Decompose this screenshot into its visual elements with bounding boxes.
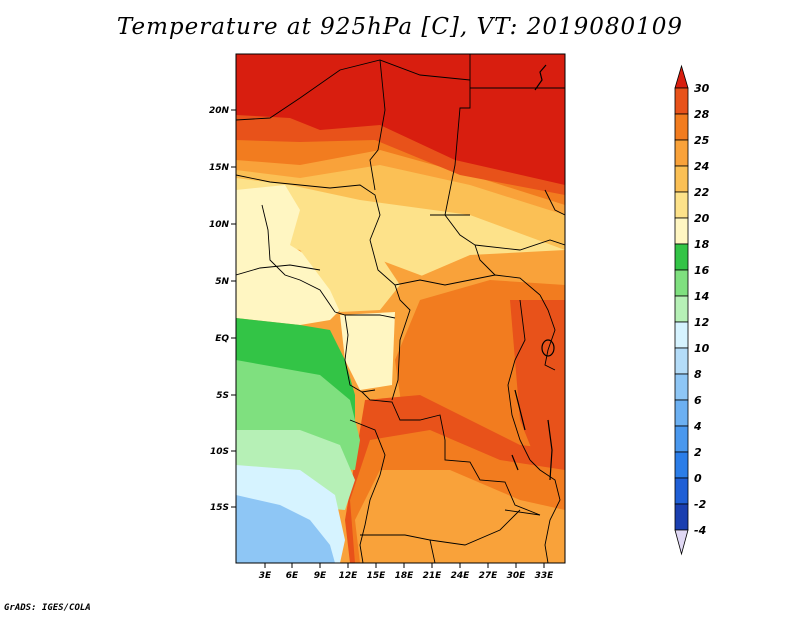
border-line [344, 314, 376, 393]
field-pale-yellow-west [236, 185, 350, 325]
latitude-axis: 20N 15N 10N 5N EQ 5S 10S 15S [209, 106, 236, 513]
border-line [529, 459, 561, 563]
colorbar-label: 24 [694, 160, 709, 173]
lon-label: 12E [339, 571, 359, 581]
lon-label: 27E [479, 571, 499, 581]
colorbar-swatch [674, 87, 689, 115]
colorbar-swatch [674, 503, 689, 531]
border-line [236, 59, 471, 121]
colorbar-swatch [674, 191, 689, 219]
colorbar-top-arrow [674, 64, 689, 89]
page-title: Temperature at 925hPa [C], VT: 201908010… [116, 14, 684, 40]
colorbar-label: -2 [694, 498, 707, 511]
border-line [507, 299, 531, 461]
border-line [544, 189, 565, 216]
colorbar-swatch [674, 321, 689, 349]
colorbar-label: 12 [694, 316, 710, 329]
colorbar-swatch [674, 217, 689, 245]
colorbar-label: 25 [694, 134, 710, 147]
colorbar-label: 0 [694, 472, 702, 485]
colorbar-swatch [674, 139, 689, 167]
colorbar-swatch [674, 425, 689, 453]
colorbar-label: 18 [694, 238, 710, 251]
colorbar-label: -4 [694, 524, 706, 537]
border-line [349, 419, 386, 563]
lon-label: 18E [395, 571, 415, 581]
colorbar-label: 28 [694, 108, 710, 121]
colorbar-swatch [674, 347, 689, 375]
lon-label: 15E [367, 571, 387, 581]
lat-label: 10S [210, 447, 229, 457]
country-borders [236, 54, 565, 563]
map-frame [235, 53, 566, 564]
field-deep-red-north [236, 54, 565, 185]
colorbar-swatch [674, 165, 689, 193]
lon-label: 24E [451, 571, 471, 581]
colorbar-label: 22 [694, 186, 710, 199]
lat-label: 20N [209, 106, 230, 116]
colorbar-label: 16 [694, 264, 710, 277]
lon-label: 33E [535, 571, 555, 581]
border-line [391, 284, 411, 401]
lake-outline [511, 454, 519, 471]
lakes [511, 64, 555, 481]
colorbar-label: 10 [694, 342, 710, 355]
lon-label: 30E [507, 571, 527, 581]
lat-label: 5S [216, 391, 229, 401]
lake-outline [547, 419, 553, 481]
colorbar-swatch [674, 373, 689, 401]
colorbar-label: 4 [693, 420, 702, 433]
border-line [236, 174, 381, 241]
colorbar-swatch [674, 399, 689, 427]
colorbar-label: 20 [694, 212, 710, 225]
field-orange-south [355, 470, 565, 563]
temperature-field [236, 54, 565, 563]
lat-label: EQ [215, 334, 229, 344]
colorbar-swatch [674, 243, 689, 271]
border-line [539, 294, 556, 371]
border-line [361, 391, 541, 516]
border-line [360, 534, 436, 563]
colorbar-swatch [674, 269, 689, 297]
field-pale-yellow-congo [340, 312, 395, 390]
lat-label: 15S [210, 503, 229, 513]
lake-outline [514, 389, 526, 431]
border-line [429, 509, 521, 546]
lat-label: 15N [209, 163, 230, 173]
colorbar-label: 14 [694, 290, 709, 303]
lon-label: 3E [259, 571, 272, 581]
longitude-axis: 3E 6E 9E 12E 15E 18E 21E 24E 27E 30E 33E [259, 563, 554, 581]
border-line [369, 59, 386, 191]
colorbar-bottom-arrow [674, 529, 689, 556]
field-yellow-central [300, 250, 400, 312]
border-line [334, 311, 396, 319]
lat-label: 10N [209, 220, 230, 230]
colorbar-label: 8 [694, 368, 702, 381]
credit-text: GrADS: IGES/COLA [4, 603, 91, 613]
lon-label: 21E [423, 571, 443, 581]
colorbar-swatch [674, 295, 689, 323]
border-line [369, 239, 541, 296]
lon-label: 9E [314, 571, 327, 581]
colorbar-swatch [674, 451, 689, 479]
field-light-blue-atlantic [236, 495, 335, 563]
colorbar-swatch [674, 477, 689, 505]
border-line [444, 54, 496, 276]
lake-outline [534, 64, 547, 91]
lake-outline [541, 339, 555, 357]
colorbar-swatch [674, 113, 689, 141]
border-line [236, 264, 321, 276]
colorbar-label: 6 [694, 394, 702, 407]
border-line [474, 239, 565, 251]
lat-label: 5N [215, 277, 229, 287]
border-line [261, 204, 336, 313]
border-line [504, 509, 541, 516]
lon-label: 6E [286, 571, 299, 581]
colorbar-label: 2 [694, 446, 702, 459]
colorbar-label: 30 [694, 82, 710, 95]
